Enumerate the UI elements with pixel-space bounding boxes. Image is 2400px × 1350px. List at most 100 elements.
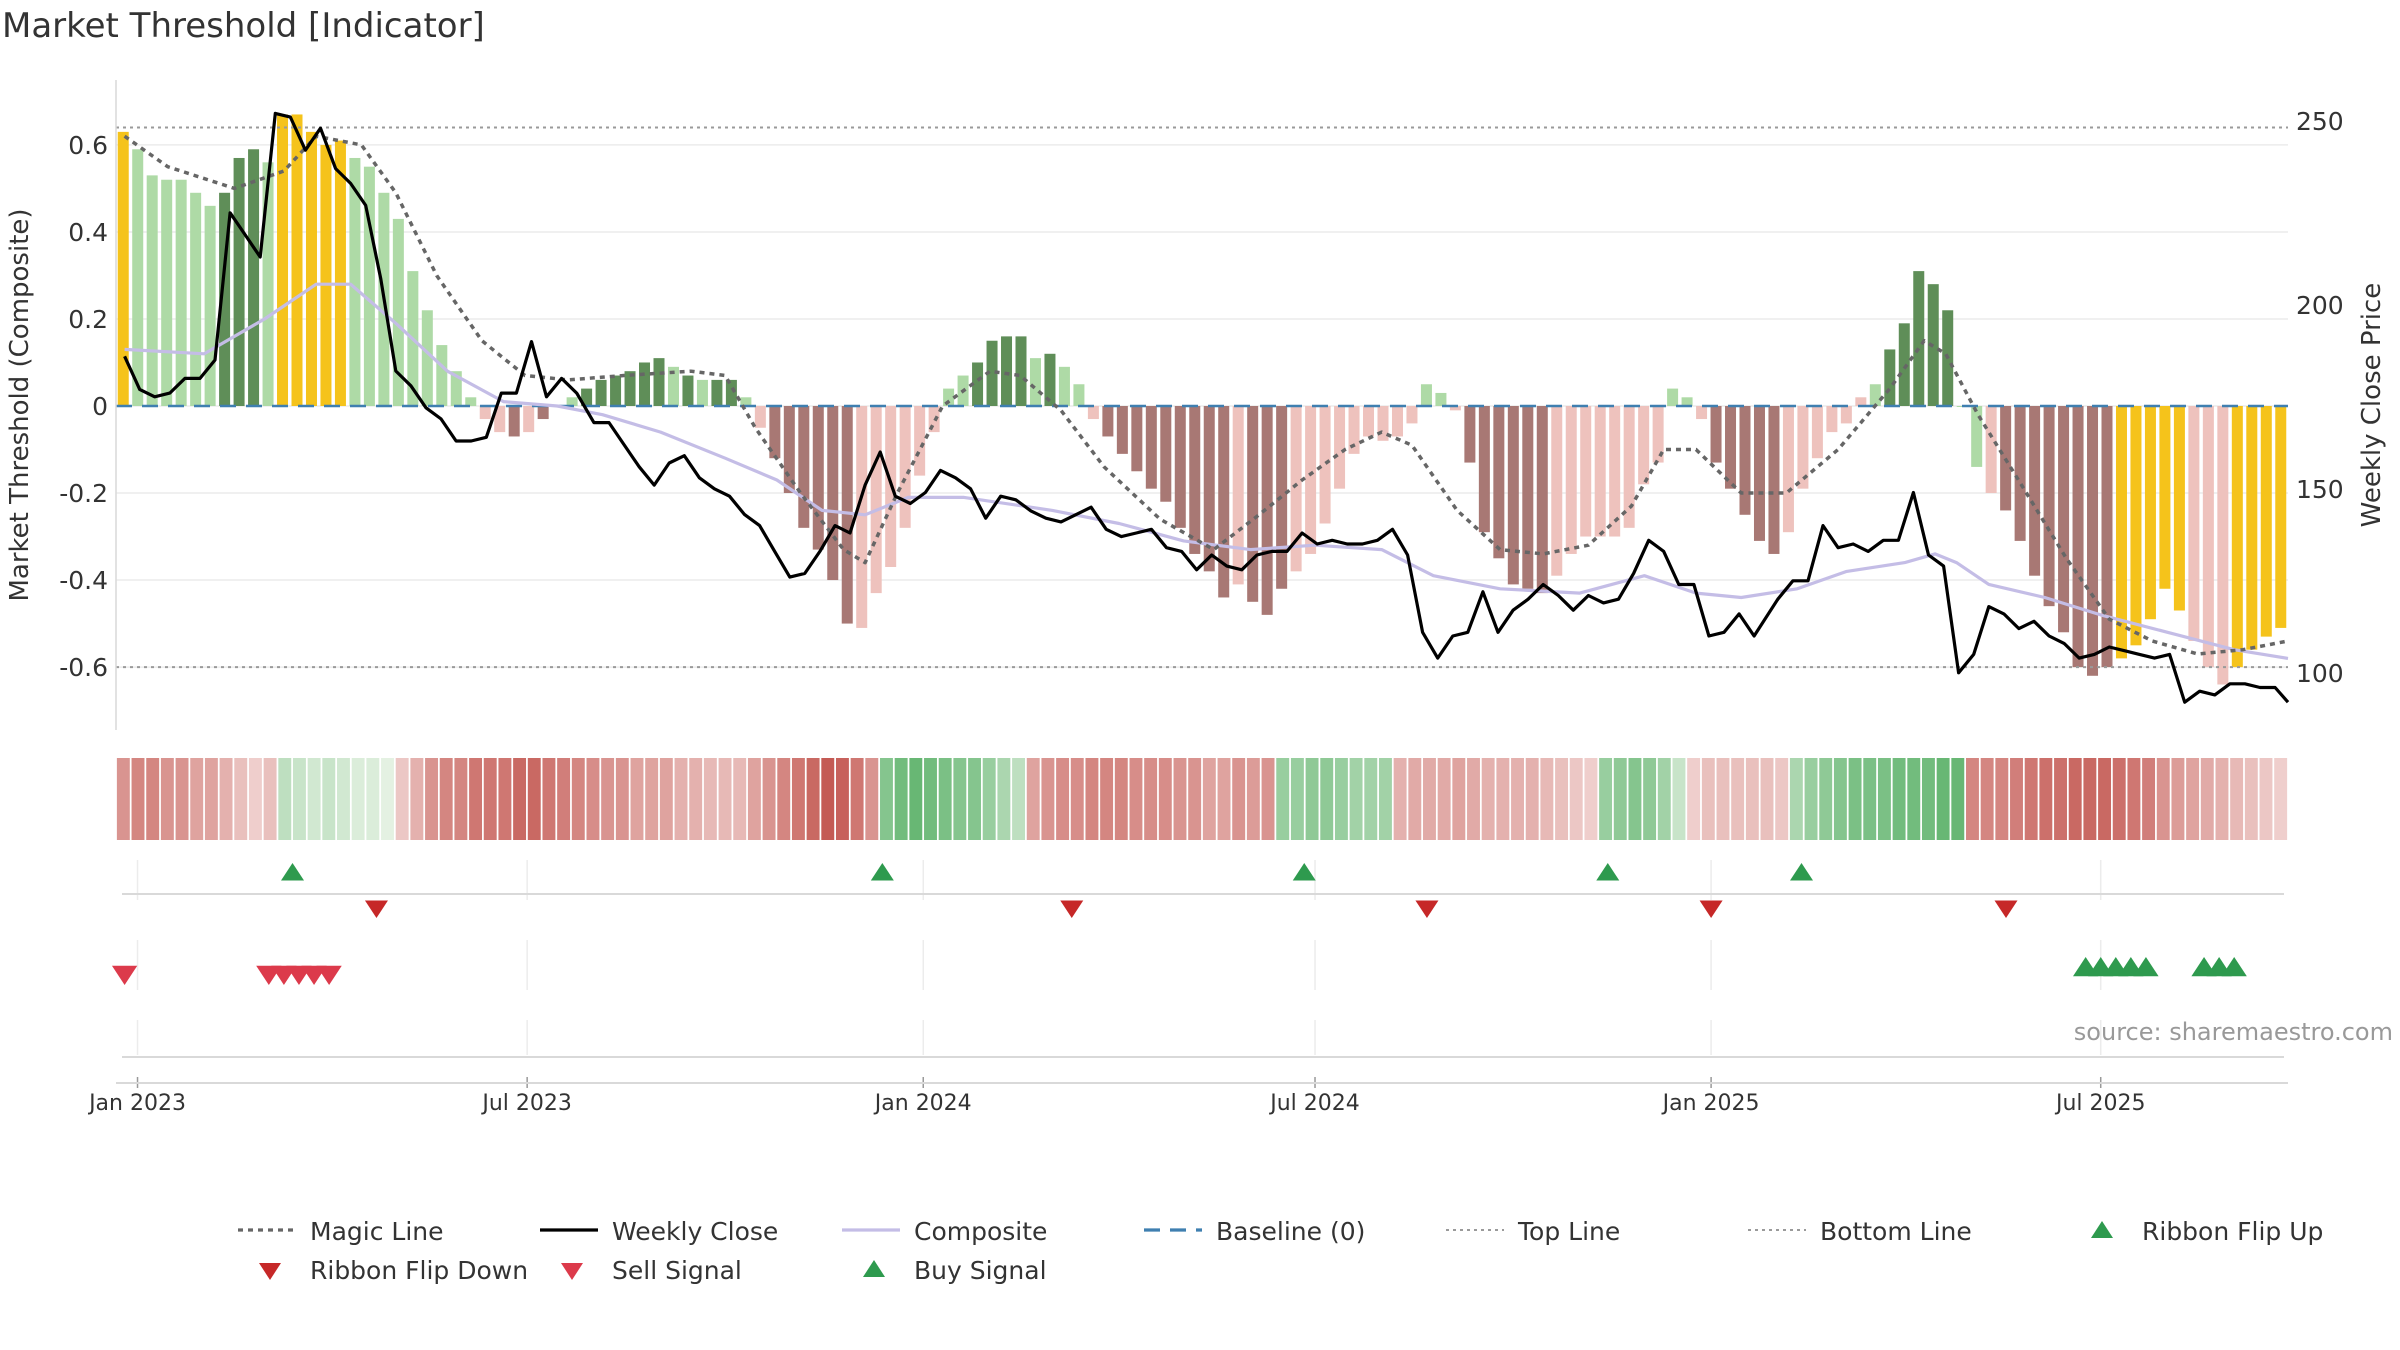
ribbon-cell (1687, 758, 1701, 840)
composite-bar (1001, 336, 1013, 406)
ribbon-cell (1584, 758, 1598, 840)
sell-signal-marker (111, 965, 138, 985)
axes: 0.6 0.4 0.2 0 -0.2 -0.4 -0.6 250 200 150 100 Jan 20… (59, 80, 2344, 1116)
ribbon-cell (1555, 758, 1569, 840)
ribbon-cell (2127, 758, 2141, 840)
ribbon-cell (1026, 758, 1040, 840)
ribbon-cell (2259, 758, 2273, 840)
y-tick-label-left: 0.6 (68, 131, 108, 160)
ribbon-cell (2274, 758, 2288, 840)
composite-bar (899, 406, 911, 528)
ribbon-cell (1525, 758, 1539, 840)
legend-label: Bottom Line (1820, 1217, 1972, 1246)
ribbon-cell (1731, 758, 1745, 840)
ribbon-cell (131, 758, 145, 840)
y-axis-right-label: Weekly Close Price (2357, 283, 2387, 528)
y-axis-left-label: Market Threshold (Composite) (5, 208, 35, 601)
ribbon-cell (351, 758, 365, 840)
composite-bar (1884, 349, 1896, 406)
line-series (116, 111, 2290, 704)
ribbon-cell (1452, 758, 1466, 840)
ribbon-cell (1085, 758, 1099, 840)
composite-bar (653, 358, 665, 406)
ribbon-cell (483, 758, 497, 840)
ribbon-cell (1056, 758, 1070, 840)
legend-item: Composite (842, 1217, 1047, 1246)
composite-bar (1811, 406, 1823, 459)
composite-bar (334, 140, 346, 406)
ribbon-cell (1334, 758, 1348, 840)
ribbon-cell (337, 758, 350, 840)
ribbon-cell (1716, 758, 1730, 840)
composite-bar (1420, 384, 1432, 406)
composite-bar (1869, 384, 1881, 406)
y-tick-label-left: 0.2 (68, 305, 108, 334)
x-tick-label: Jan 2024 (873, 1091, 972, 1116)
composite-bar (1087, 406, 1099, 420)
composite-bar (1826, 406, 1838, 433)
ribbon-flip-up-marker (1790, 863, 1814, 881)
ribbon-cell (1921, 758, 1935, 840)
ribbon-cell (395, 758, 409, 840)
composite-bar (277, 114, 289, 406)
ribbon-cell (1804, 758, 1818, 840)
ribbon-cell (1320, 758, 1334, 840)
ribbon-cell (1423, 758, 1436, 840)
composite-bar (943, 388, 955, 406)
y-tick-label-right: 100 (2296, 659, 2344, 688)
legend-label: Top Line (1517, 1217, 1620, 1246)
composite-bar (696, 379, 708, 406)
composite-bar (1464, 406, 1476, 463)
ribbon-cell (381, 758, 394, 840)
ribbon-cell (1100, 758, 1114, 840)
composite-bar (1102, 406, 1114, 437)
ribbon-cell (733, 758, 747, 840)
composite-bar (465, 397, 477, 406)
composite-bar (1609, 406, 1621, 537)
composite-bar (1391, 406, 1403, 437)
composite-bar (1319, 406, 1331, 524)
ribbon-cell (1628, 758, 1642, 840)
composite-bar (117, 131, 129, 406)
ribbon-cell (1877, 758, 1891, 840)
ribbon-cell (2098, 758, 2112, 840)
ribbon-flip-down-marker (1060, 900, 1084, 918)
ribbon-cell (1863, 758, 1877, 840)
ribbon-cell (2142, 758, 2156, 840)
legend-item: Ribbon Flip Down (259, 1256, 528, 1285)
composite-bar (363, 166, 375, 406)
ribbon-cell (777, 758, 791, 840)
composite-bar (2217, 406, 2229, 685)
ribbon-cell (1540, 758, 1554, 840)
ribbon-cell (1819, 758, 1833, 840)
composite-bar (1725, 406, 1737, 489)
ribbon-cell (2244, 758, 2258, 840)
sentiment-ribbon (116, 758, 2288, 840)
ribbon-cell (2054, 758, 2067, 840)
composite-bar (1913, 271, 1925, 406)
y-tick-label-left: 0 (92, 392, 108, 421)
ribbon-cell (234, 758, 248, 840)
composite-bar (1898, 323, 1910, 406)
ribbon-cell (527, 758, 541, 840)
ribbon-cell (1775, 758, 1789, 840)
ribbon-cell (454, 758, 468, 840)
ribbon-cell (1349, 758, 1363, 840)
ribbon-cell (1569, 758, 1583, 840)
composite-bar (248, 149, 260, 406)
ribbon-cell (850, 758, 864, 840)
ribbon-flip-up-marker (1596, 863, 1620, 881)
ribbon-cell (1364, 758, 1378, 840)
ribbon-cell (2010, 758, 2023, 840)
x-tick-label: Jul 2024 (1268, 1091, 1360, 1116)
composite-bar (1290, 406, 1302, 572)
chart-title: Market Threshold [Indicator] (2, 6, 485, 46)
ribbon-cell (1892, 758, 1906, 840)
composite-bar (812, 406, 824, 550)
composite-bar (1160, 406, 1172, 502)
composite-bar (1073, 384, 1085, 406)
x-tick-label: Jan 2025 (1661, 1091, 1760, 1116)
composite-bar (1681, 397, 1693, 406)
buy-signal-marker (2133, 957, 2159, 977)
composite-bar (2087, 406, 2099, 676)
